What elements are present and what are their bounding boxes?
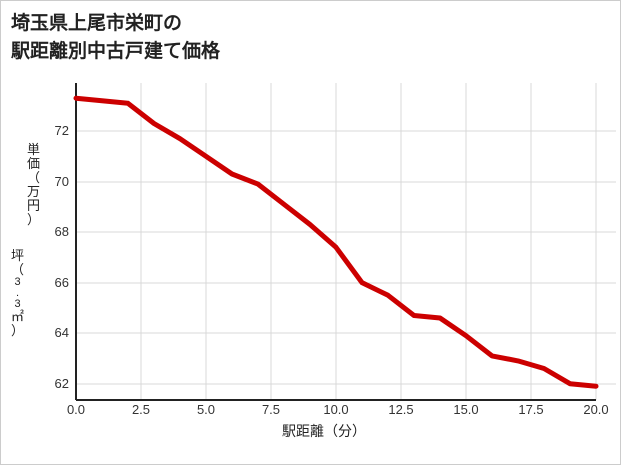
svg-text:10.0: 10.0 [323, 402, 348, 417]
svg-text:20.0: 20.0 [583, 402, 608, 417]
svg-text:7.5: 7.5 [262, 402, 280, 417]
svg-text:64: 64 [55, 325, 69, 340]
svg-text:2.5: 2.5 [132, 402, 150, 417]
svg-text:15.0: 15.0 [453, 402, 478, 417]
svg-text:70: 70 [55, 174, 69, 189]
svg-text:12.5: 12.5 [388, 402, 413, 417]
svg-text:17.5: 17.5 [518, 402, 543, 417]
svg-text:68: 68 [55, 224, 69, 239]
svg-text:5.0: 5.0 [197, 402, 215, 417]
svg-text:0.0: 0.0 [67, 402, 85, 417]
svg-text:駅距離（分）: 駅距離（分） [282, 423, 366, 439]
svg-text:62: 62 [55, 376, 69, 391]
svg-text:66: 66 [55, 275, 69, 290]
svg-text:72: 72 [55, 123, 69, 138]
